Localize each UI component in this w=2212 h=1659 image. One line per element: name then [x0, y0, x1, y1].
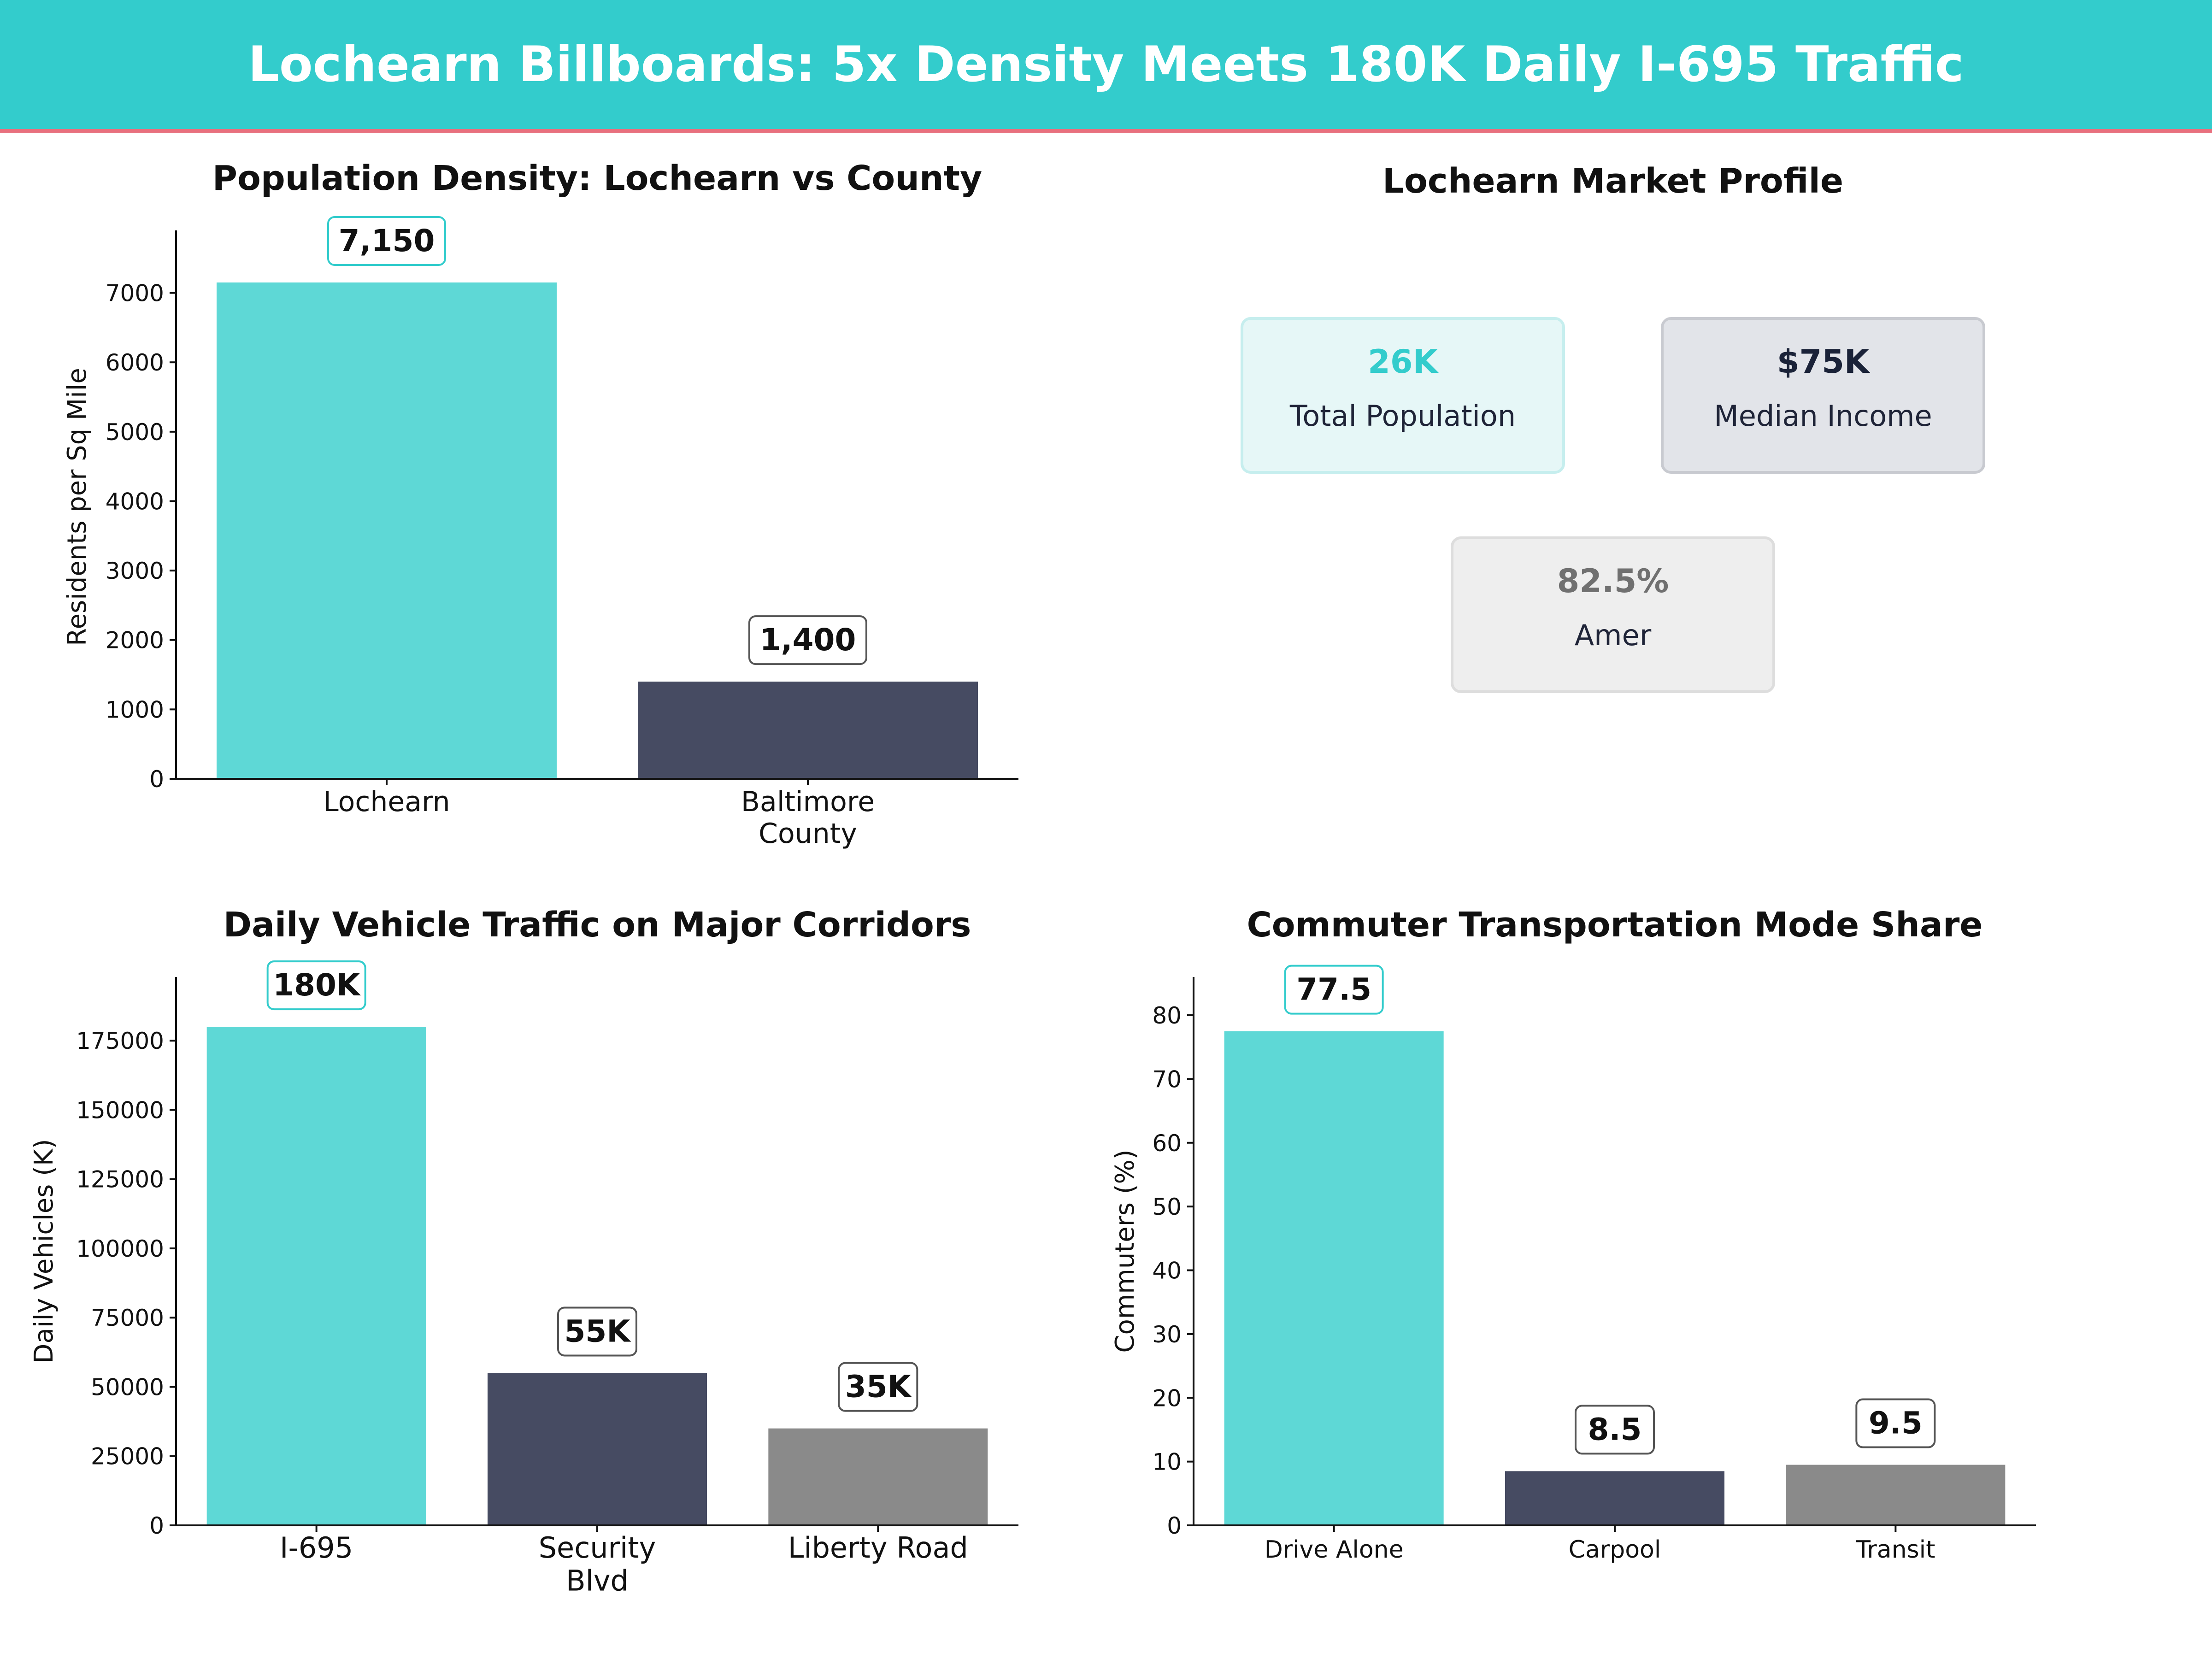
y-tick-label: 30 [1152, 1321, 1182, 1348]
kpi-card-population: 26K Total Population [1241, 317, 1565, 474]
chart-title: Population Density: Lochearn vs County [212, 159, 982, 198]
y-tick-label: 4000 [106, 488, 164, 515]
data-label-box [1575, 1405, 1655, 1455]
market-profile-title: Lochearn Market Profile [1382, 161, 1844, 201]
data-label: 8.5 [1588, 1412, 1642, 1447]
y-tick-label: 175000 [76, 1028, 164, 1054]
category-label: Drive Alone [1265, 1536, 1404, 1564]
bar-2 [1786, 1465, 2006, 1525]
data-label: 180K [273, 967, 361, 1003]
y-tick-label: 60 [1152, 1130, 1182, 1157]
kpi-value: 26K [1368, 343, 1438, 381]
data-label-box [557, 1306, 637, 1357]
category-label: I-695 [280, 1531, 353, 1565]
bar-1 [638, 682, 978, 779]
bar-1 [488, 1373, 707, 1525]
y-tick-label: 80 [1152, 1002, 1182, 1029]
category-label: Transit [1855, 1536, 1935, 1564]
kpi-card-income: $75K Median Income [1661, 317, 1985, 474]
chart-title: Daily Vehicle Traffic on Major Corridors [224, 905, 971, 945]
y-tick-label: 70 [1152, 1066, 1182, 1093]
category-label: Baltimore County [741, 786, 875, 850]
kpi-value: $75K [1777, 343, 1870, 381]
y-tick-label: 7000 [106, 280, 164, 307]
y-tick-label: 0 [149, 766, 164, 793]
kpi-label: Median Income [1714, 399, 1932, 433]
y-tick-label: 25000 [91, 1443, 164, 1470]
category-label: Lochearn [323, 786, 450, 818]
data-label: 9.5 [1869, 1406, 1923, 1441]
data-label-box [748, 615, 867, 665]
y-tick-label: 20 [1152, 1385, 1182, 1412]
category-label: Security Blvd [539, 1531, 656, 1597]
y-tick-label: 150000 [76, 1097, 164, 1124]
y-tick-label: 0 [1167, 1512, 1182, 1539]
y-axis-label: Daily Vehicles (K) [29, 1139, 59, 1363]
kpi-card-amer: 82.5% Amer [1451, 536, 1775, 693]
category-label: Liberty Road [788, 1531, 968, 1565]
data-label: 7,150 [339, 223, 435, 259]
y-tick-label: 3000 [106, 558, 164, 584]
kpi-value: 82.5% [1557, 562, 1669, 600]
bar-1 [1505, 1471, 1724, 1525]
data-label-box [838, 1362, 918, 1412]
y-tick-label: 6000 [106, 349, 164, 376]
data-label: 55K [565, 1313, 632, 1349]
chart-title: Commuter Transportation Mode Share [1247, 905, 1983, 945]
main-title: Lochearn Billboards: 5x Density Meets 18… [248, 36, 1964, 93]
y-tick-label: 0 [149, 1512, 164, 1539]
category-label: Carpool [1569, 1536, 1661, 1564]
kpi-label: Total Population [1289, 399, 1516, 433]
y-axis-label: Residents per Sq Mile [62, 368, 92, 646]
y-tick-label: 125000 [76, 1166, 164, 1193]
bar-0 [206, 1027, 426, 1525]
bar-2 [768, 1428, 988, 1525]
data-label-box [266, 960, 366, 1011]
y-tick-label: 5000 [106, 419, 164, 446]
y-axis-label: Commuters (%) [1110, 1149, 1140, 1353]
y-tick-label: 50000 [91, 1374, 164, 1400]
data-label-box [1855, 1398, 1936, 1448]
kpi-label: Amer [1574, 618, 1652, 652]
y-tick-label: 10 [1152, 1449, 1182, 1476]
y-tick-label: 40 [1152, 1258, 1182, 1284]
y-tick-label: 50 [1152, 1194, 1182, 1220]
header-banner: Lochearn Billboards: 5x Density Meets 18… [0, 0, 2212, 133]
data-label: 35K [845, 1369, 912, 1405]
data-label: 1,400 [760, 622, 856, 658]
y-tick-label: 75000 [91, 1305, 164, 1331]
bar-0 [217, 282, 557, 779]
bar-0 [1224, 1031, 1444, 1525]
data-label: 77.5 [1296, 972, 1371, 1007]
y-tick-label: 1000 [106, 696, 164, 723]
y-tick-label: 100000 [76, 1235, 164, 1262]
data-label-box [1284, 965, 1384, 1015]
y-tick-label: 2000 [106, 627, 164, 654]
data-label-box [327, 216, 446, 266]
